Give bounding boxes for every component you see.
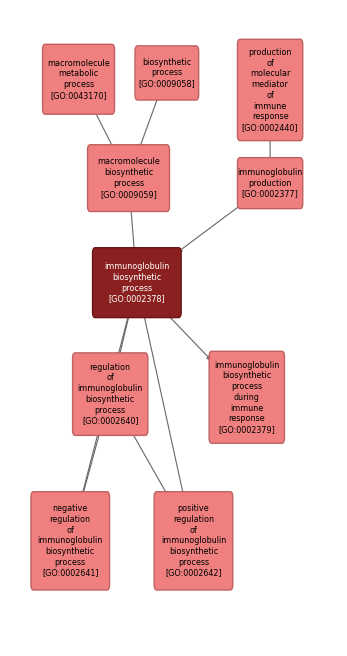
Text: biosynthetic
process
[GO:0009058]: biosynthetic process [GO:0009058] — [138, 58, 195, 88]
FancyBboxPatch shape — [209, 352, 285, 443]
Text: macromolecule
biosynthetic
process
[GO:0009059]: macromolecule biosynthetic process [GO:0… — [97, 157, 160, 199]
Text: macromolecule
metabolic
process
[GO:0043170]: macromolecule metabolic process [GO:0043… — [47, 58, 110, 100]
Text: regulation
of
immunoglobulin
biosynthetic
process
[GO:0002640]: regulation of immunoglobulin biosyntheti… — [78, 363, 143, 426]
FancyBboxPatch shape — [31, 492, 110, 590]
Text: negative
regulation
of
immunoglobulin
biosynthetic
process
[GO:0002641]: negative regulation of immunoglobulin bi… — [37, 504, 103, 578]
FancyBboxPatch shape — [135, 46, 198, 100]
Text: immunoglobulin
biosynthetic
process
[GO:0002378]: immunoglobulin biosynthetic process [GO:… — [104, 262, 169, 303]
FancyBboxPatch shape — [154, 492, 233, 590]
FancyBboxPatch shape — [87, 145, 169, 211]
Text: immunoglobulin
biosynthetic
process
during
immune
response
[GO:0002379]: immunoglobulin biosynthetic process duri… — [214, 361, 279, 434]
FancyBboxPatch shape — [43, 45, 115, 114]
Text: immunoglobulin
production
[GO:0002377]: immunoglobulin production [GO:0002377] — [237, 168, 303, 198]
FancyBboxPatch shape — [93, 248, 181, 318]
Text: positive
regulation
of
immunoglobulin
biosynthetic
process
[GO:0002642]: positive regulation of immunoglobulin bi… — [161, 504, 226, 578]
FancyBboxPatch shape — [73, 353, 148, 436]
FancyBboxPatch shape — [237, 39, 303, 140]
Text: production
of
molecular
mediator
of
immune
response
[GO:0002440]: production of molecular mediator of immu… — [242, 48, 298, 132]
FancyBboxPatch shape — [237, 157, 303, 209]
